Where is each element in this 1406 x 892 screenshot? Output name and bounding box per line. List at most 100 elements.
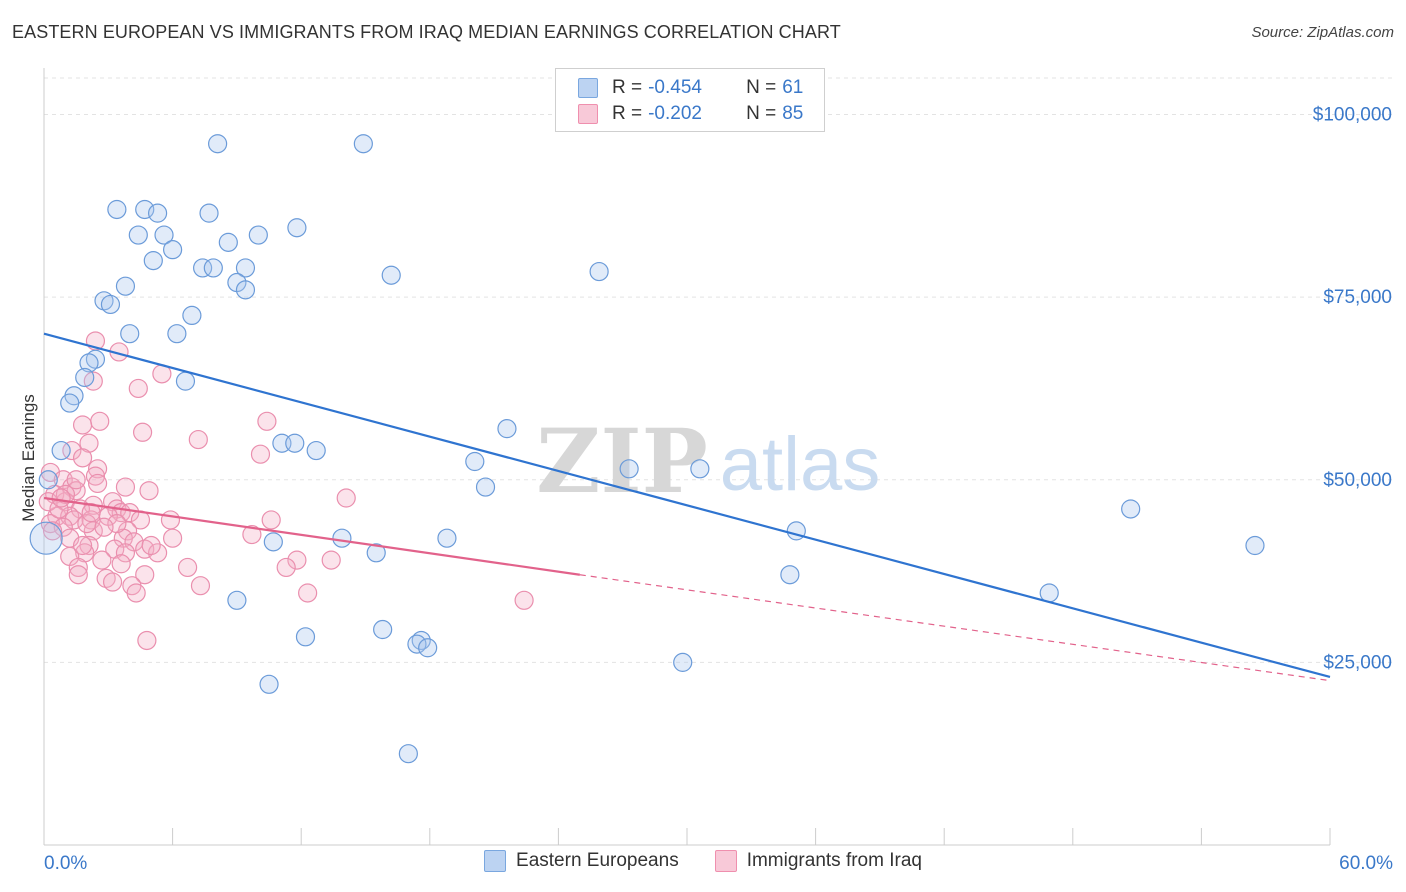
data-point-iraq	[72, 535, 93, 556]
legend-n-label: N =	[746, 77, 777, 98]
data-point-iraq	[94, 517, 114, 537]
data-point-iraq	[53, 517, 73, 537]
trend-line-iraq-extension	[579, 574, 1331, 682]
y-tick-label: $50,000	[1323, 470, 1392, 491]
data-point-iraq	[242, 524, 262, 545]
legend-r-label: R =	[612, 103, 643, 124]
data-point-iraq	[68, 565, 88, 585]
data-point-iraq	[72, 415, 93, 435]
data-point-eastern	[85, 349, 106, 369]
data-point-eastern	[1245, 535, 1265, 556]
data-point-eastern	[115, 276, 136, 296]
data-point-eastern	[497, 419, 517, 439]
data-point-eastern	[143, 251, 163, 271]
data-point-iraq	[188, 429, 208, 450]
data-point-eastern	[128, 225, 148, 245]
data-point-eastern	[780, 565, 800, 585]
x-tick-label: 60.0%	[1339, 853, 1393, 874]
data-point-eastern	[227, 590, 247, 610]
watermark-atlas: atlas	[720, 422, 881, 507]
legend-item-iraq[interactable]: Immigrants from Iraq	[714, 850, 922, 872]
data-point-eastern	[235, 280, 256, 300]
data-point-eastern	[163, 240, 183, 260]
data-point-iraq	[298, 583, 318, 603]
data-point-eastern	[475, 477, 496, 497]
axes	[43, 68, 1331, 846]
data-point-eastern	[60, 393, 80, 413]
data-point-eastern	[100, 294, 121, 315]
source-label: Source: ZipAtlas.com	[1251, 24, 1394, 41]
data-point-eastern	[182, 305, 202, 326]
legend-r-label: R =	[612, 77, 643, 98]
data-point-iraq	[163, 528, 183, 548]
data-point-eastern	[154, 225, 174, 245]
data-point-iraq	[51, 488, 71, 508]
data-point-iraq	[276, 557, 296, 578]
data-point-eastern	[75, 367, 95, 388]
data-point-iraq	[115, 477, 136, 497]
data-point-iraq	[250, 444, 271, 464]
data-point-eastern	[94, 291, 114, 311]
data-point-eastern	[193, 258, 213, 278]
data-point-iraq	[111, 554, 131, 574]
data-point-iraq	[321, 550, 341, 570]
legend-r-value: -0.202	[648, 103, 702, 124]
x-tick-label: 0.0%	[44, 853, 87, 874]
data-point-eastern	[218, 232, 238, 252]
trend-line-eastern	[43, 332, 1331, 679]
series-iraq-points	[38, 331, 534, 651]
data-point-eastern	[306, 440, 326, 461]
legend-label-eastern: Eastern Europeans	[516, 850, 679, 871]
data-point-eastern	[619, 459, 639, 479]
legend-n-value: 85	[782, 103, 804, 124]
data-point-iraq	[336, 488, 356, 508]
data-point-eastern	[259, 674, 279, 694]
data-point-iraq	[38, 492, 58, 512]
data-point-eastern	[135, 199, 155, 220]
correlation-legend: R = -0.454 N = 61 R = -0.202 N = 85	[555, 68, 825, 132]
data-point-eastern	[199, 203, 219, 223]
data-point-iraq	[287, 550, 307, 570]
data-point-iraq	[87, 459, 108, 479]
data-point-eastern	[263, 532, 283, 552]
data-point-iraq	[90, 411, 110, 431]
legend-swatch-iraq	[578, 104, 598, 124]
data-point-iraq	[102, 572, 123, 592]
series-eastern-points	[29, 134, 1265, 764]
data-point-eastern	[285, 433, 305, 453]
data-point-iraq	[135, 565, 155, 585]
data-point-eastern	[373, 619, 393, 640]
data-point-iraq	[135, 539, 155, 559]
data-point-iraq	[160, 510, 181, 530]
x-tick-labels: 0.0% 60.0%	[44, 853, 1393, 874]
y-tick-label: $100,000	[1313, 105, 1392, 126]
data-point-iraq	[96, 568, 116, 588]
watermark-zip: ZIP	[536, 409, 708, 513]
data-point-iraq	[40, 513, 61, 534]
watermark: ZIP atlas	[536, 409, 880, 513]
legend-n-value: 61	[782, 77, 804, 98]
legend-swatch-iraq	[714, 850, 737, 872]
data-point-eastern	[38, 470, 58, 490]
trend-line-iraq	[43, 496, 580, 576]
data-point-iraq	[514, 590, 534, 610]
data-point-eastern	[51, 440, 71, 461]
data-point-eastern	[107, 199, 127, 220]
data-point-eastern	[120, 324, 140, 344]
data-point-iraq	[66, 470, 86, 490]
data-point-iraq	[115, 543, 136, 563]
data-point-iraq	[68, 557, 88, 578]
data-point-iraq	[107, 513, 127, 534]
data-point-iraq	[178, 557, 198, 578]
data-point-eastern	[398, 744, 418, 764]
data-point-eastern	[690, 459, 710, 479]
legend-item-eastern[interactable]: Eastern Europeans	[484, 850, 679, 872]
legend-row-eastern: R = -0.454 N = 61	[578, 77, 803, 99]
data-point-iraq	[139, 481, 159, 501]
legend-swatch-eastern	[578, 78, 598, 98]
legend-row-iraq: R = -0.202 N = 85	[578, 103, 803, 125]
data-point-iraq	[92, 550, 112, 570]
data-point-eastern	[366, 543, 386, 563]
data-point-eastern	[353, 134, 373, 154]
data-point-iraq	[72, 448, 93, 468]
